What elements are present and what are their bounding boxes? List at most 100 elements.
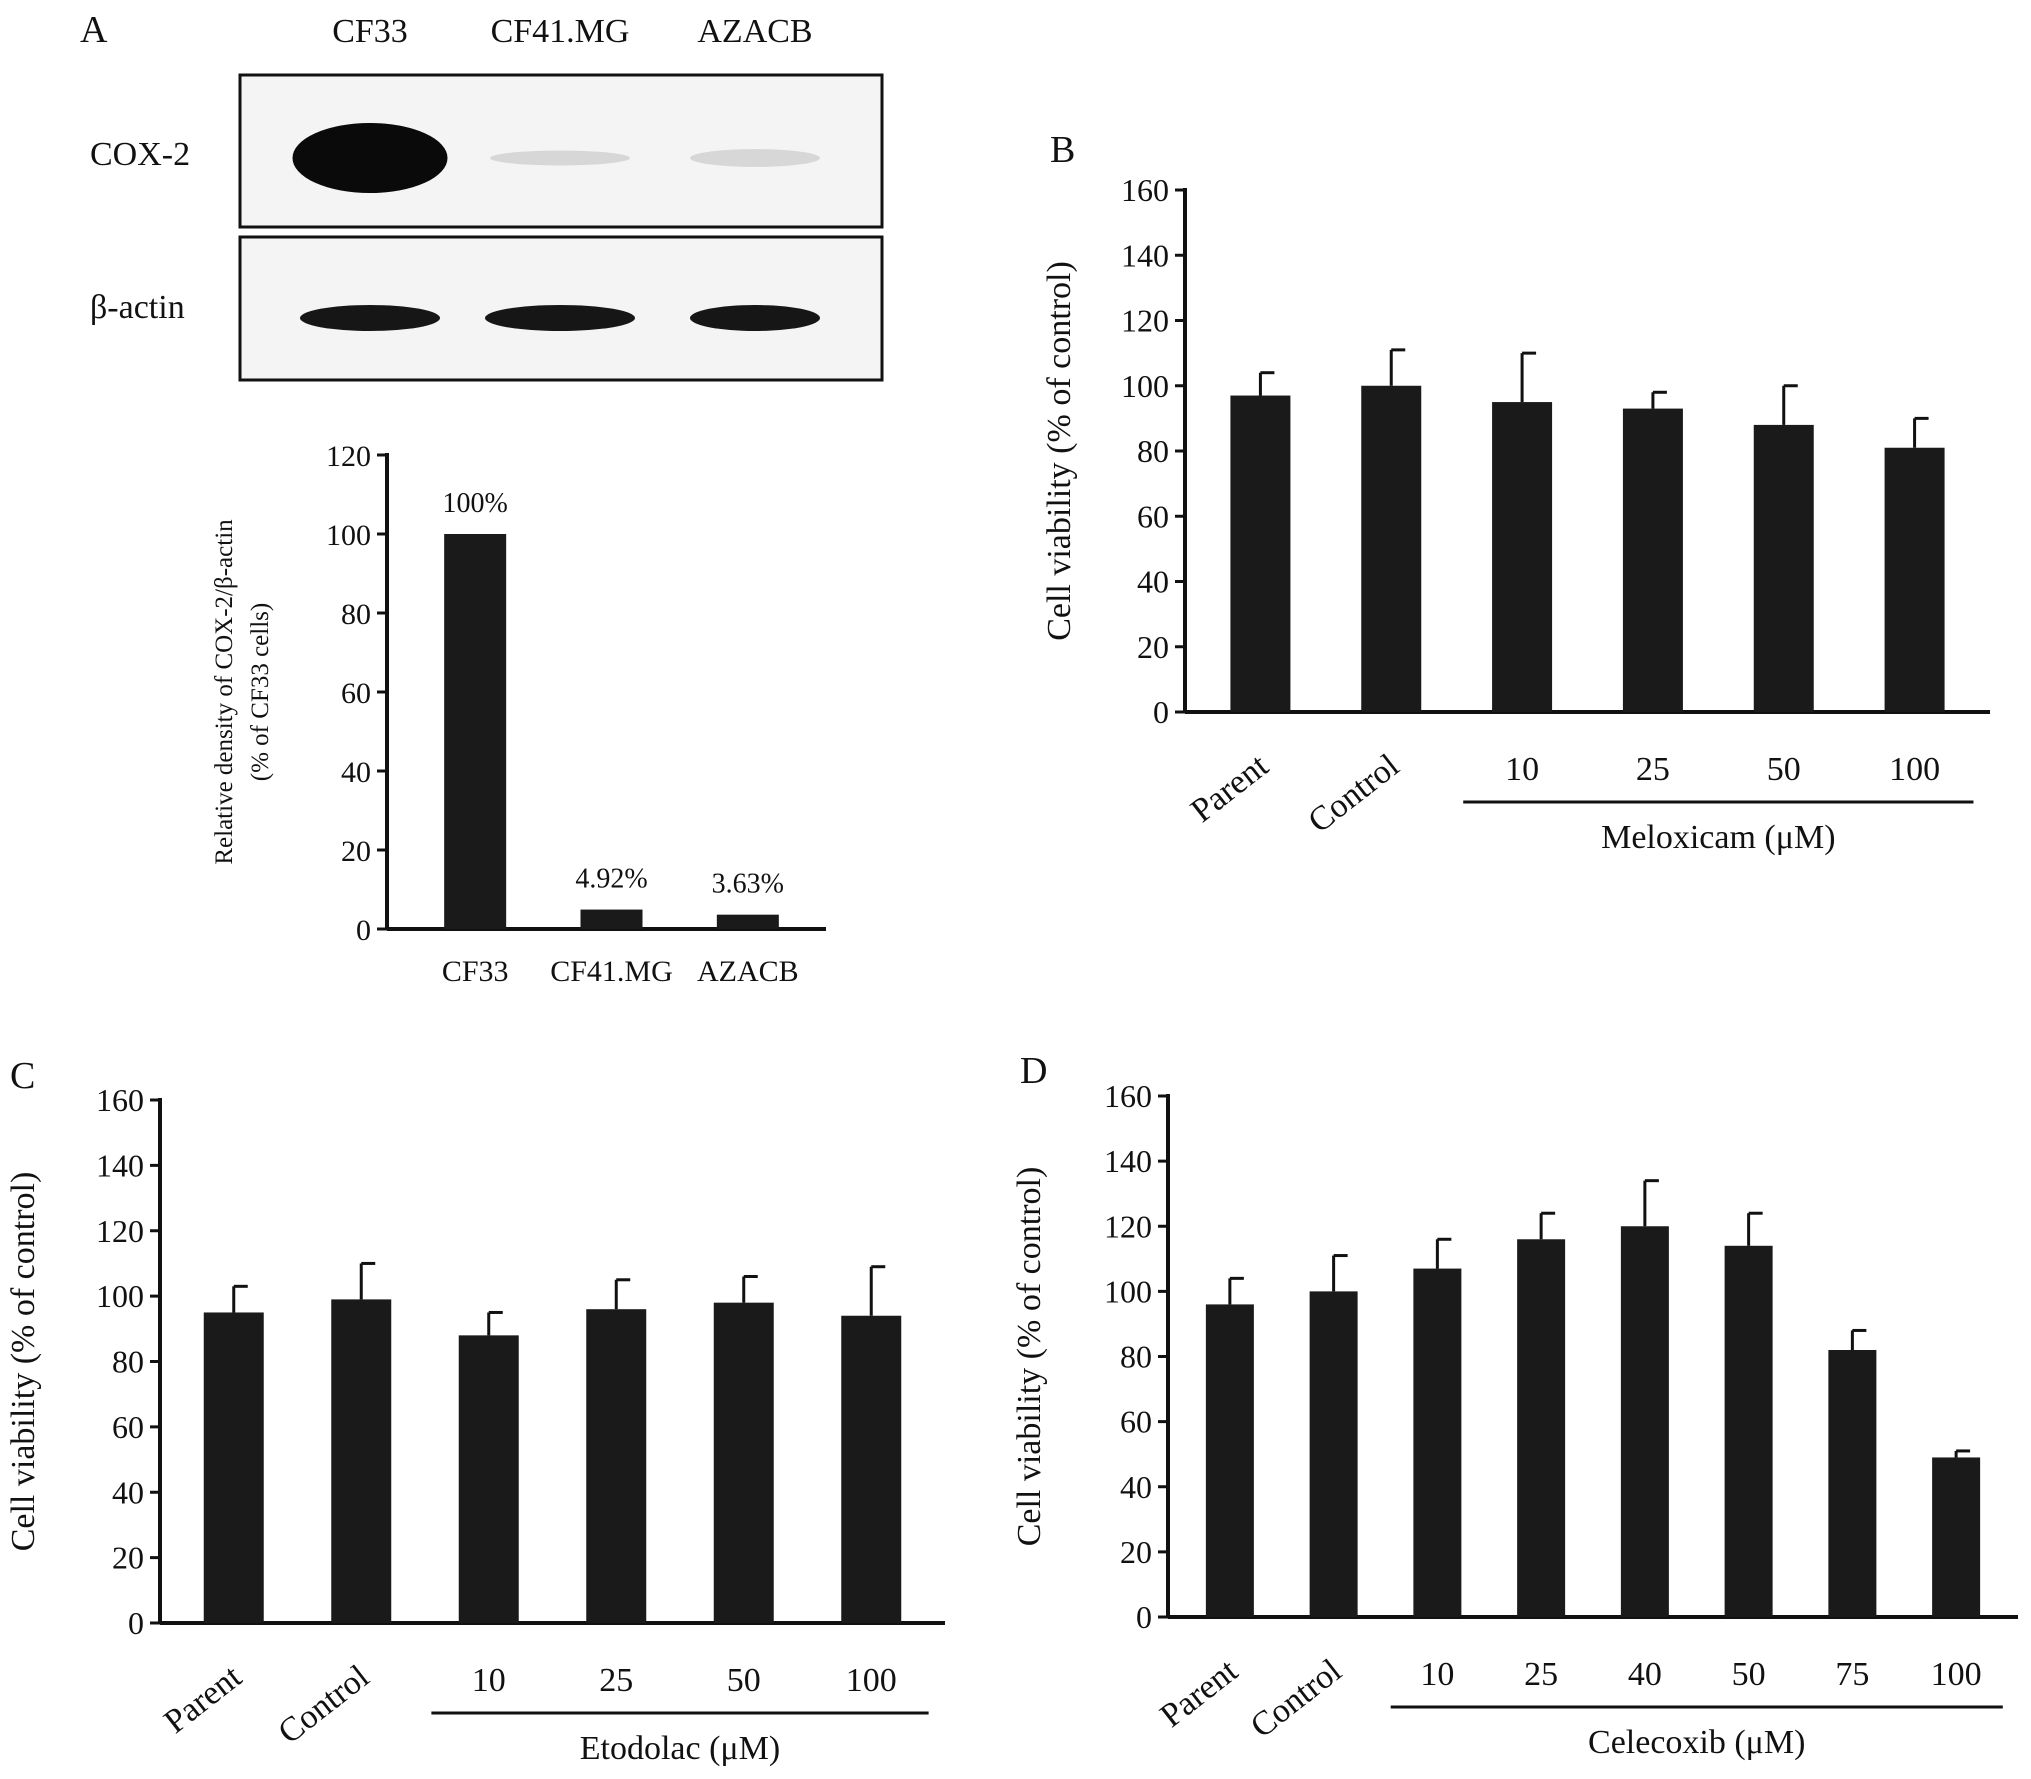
x-category-label: Parent [1184,747,1276,830]
data-label: 4.92% [575,864,647,895]
y-tick-label: 100 [1104,1273,1152,1309]
x-category-label: 10 [1420,1656,1454,1693]
y-axis-label: Cell viability (% of control) [1011,1167,1048,1547]
actin-band [690,305,820,331]
bar [1492,402,1553,712]
western-blot: A CF33 CF41.MG AZACB COX-2 β-actin [80,9,884,382]
x-category-label: 50 [1732,1656,1766,1693]
bar [580,909,643,929]
y-tick-label: 20 [1137,629,1169,665]
x-category-label: 100 [1889,751,1940,788]
x-category-label: Parent [157,1658,249,1741]
bar [841,1315,902,1623]
bar [1622,408,1683,712]
y-tick-label: 40 [341,756,371,789]
actin-band [300,305,440,331]
chart-panel-a: 0 20 40 60 80 100 120 Relative density of COX-2… [211,440,826,988]
y-tick-label: 60 [341,677,371,710]
chart-panel-b: 0 20 40 60 80 100 120 140 160 Cell viability (% o… [1041,172,1990,856]
data-label: 100% [443,488,508,519]
y-tick-label: 20 [112,1540,144,1576]
y-axis-label: Cell viability (% of control) [1041,261,1078,641]
chart-panel-c: 0 20 40 60 80 100 120 140 160 Cell viability (% o… [5,1082,945,1767]
x-category-label: Parent [1154,1652,1246,1735]
bar [1309,1291,1358,1617]
x-category-label: 50 [1767,751,1801,788]
blot-lane-label: AZACB [697,13,812,50]
y-tick-label: 0 [128,1605,144,1641]
bar [1884,447,1945,712]
y-tick-label: 0 [1136,1599,1152,1635]
bar [716,914,779,929]
blot-lane-label: CF41.MG [491,13,630,50]
y-tick-label: 120 [326,440,371,473]
bar [1230,395,1291,712]
panel-label-c: C [10,1055,35,1097]
bar [1724,1245,1773,1617]
group-label: Meloxicam (μM) [1601,819,1835,856]
x-category-label: Control [272,1658,377,1751]
blot-row-label: COX-2 [90,136,190,173]
x-category-label: 25 [1524,1656,1558,1693]
y-tick-label: 40 [1137,564,1169,600]
bar [1620,1226,1669,1617]
y-axis-label: Cell viability (% of control) [5,1172,42,1552]
bar [458,1335,519,1623]
y-tick-label: 0 [1153,694,1169,730]
y-tick-label: 120 [96,1213,144,1249]
y-tick-label: 140 [1104,1143,1152,1179]
actin-band [485,305,635,331]
bar [1932,1457,1981,1617]
y-tick-label: 60 [112,1409,144,1445]
y-tick-label: 80 [341,598,371,631]
cox2-band [292,123,448,193]
y-tick-label: 140 [1121,237,1169,273]
panel-label-a: A [80,9,108,51]
y-tick-label: 80 [112,1344,144,1380]
bar [1413,1268,1462,1617]
y-tick-label: 160 [1104,1078,1152,1114]
bar [586,1309,647,1623]
y-axis-label: Relative density of COX-2/β-actin [211,519,238,865]
y-tick-label: 0 [356,914,371,947]
data-label: 3.63% [712,869,784,900]
y-tick-label: 80 [1120,1339,1152,1375]
x-category-label: 10 [1505,751,1539,788]
bar [1753,424,1814,712]
y-tick-label: 160 [96,1082,144,1118]
x-category-label: Control [1244,1652,1349,1745]
bar [1361,385,1422,712]
x-category-label: 40 [1628,1656,1662,1693]
x-category-label: 100 [1931,1656,1982,1693]
bar [444,534,507,929]
x-category-label: 75 [1835,1656,1869,1693]
y-tick-label: 160 [1121,172,1169,208]
blot-lane-label: CF33 [332,13,408,50]
y-tick-label: 80 [1137,433,1169,469]
y-tick-label: 100 [326,519,371,552]
cox2-band [490,150,630,166]
x-category-label: AZACB [697,955,799,988]
y-tick-label: 120 [1121,303,1169,339]
x-category-label: 50 [727,1662,761,1699]
panel-label-d: D [1020,1050,1047,1092]
group-label: Celecoxib (μM) [1588,1724,1805,1761]
bar [713,1302,774,1623]
cox2-band [690,149,820,167]
y-tick-label: 60 [1137,498,1169,534]
x-category-label: CF33 [442,955,509,988]
x-category-label: 25 [599,1662,633,1699]
group-label: Etodolac (μM) [580,1730,780,1767]
bar [331,1299,392,1623]
x-category-label: 25 [1636,751,1670,788]
y-tick-label: 60 [1120,1404,1152,1440]
x-category-label: CF41.MG [550,955,673,988]
panel-label-b: B [1050,129,1075,171]
chart-panel-d: 0 20 40 60 80 100 120 140 160 Cell viability (% o… [1011,1078,2018,1761]
x-category-label: 10 [472,1662,506,1699]
blot-row-label: β-actin [90,289,185,326]
y-tick-label: 100 [96,1278,144,1314]
bar [1517,1239,1566,1617]
y-tick-label: 40 [112,1474,144,1510]
